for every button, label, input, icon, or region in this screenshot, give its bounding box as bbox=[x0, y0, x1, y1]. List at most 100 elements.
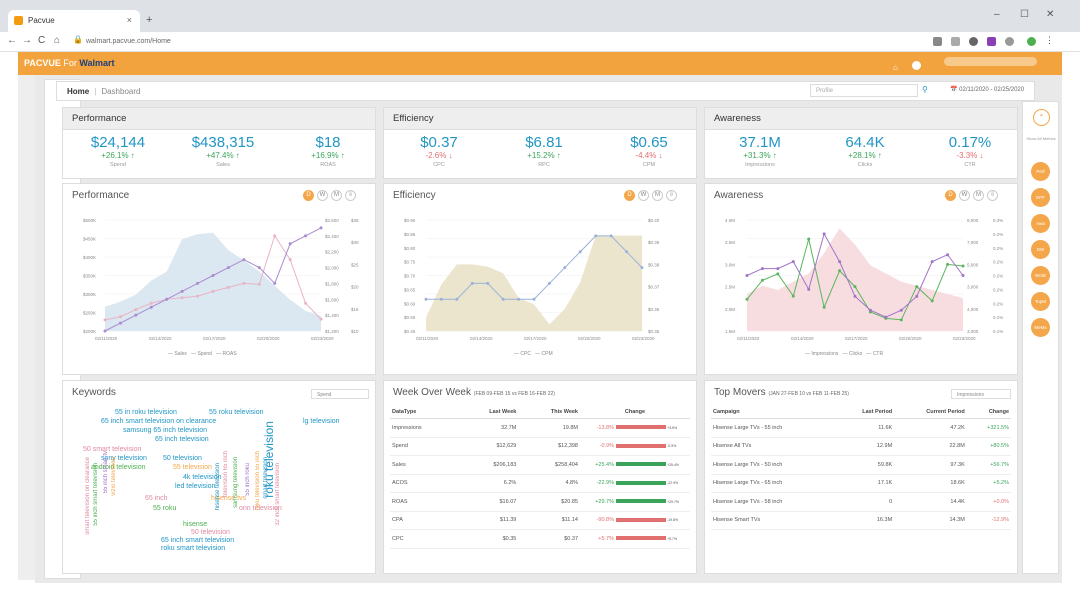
movers-metric-select[interactable]: Impressions bbox=[951, 389, 1011, 399]
forward-icon[interactable]: → bbox=[22, 35, 32, 46]
settings-icon[interactable] bbox=[1005, 37, 1014, 46]
day-button[interactable]: D bbox=[303, 190, 314, 201]
key-icon[interactable] bbox=[933, 37, 942, 46]
y3-tick-label: $25 bbox=[351, 262, 359, 267]
keyword-item[interactable]: 55 inch roku bbox=[245, 463, 251, 496]
keyword-item[interactable]: 50 smart television bbox=[83, 446, 142, 453]
keyword-item[interactable]: android television bbox=[91, 464, 146, 471]
breadcrumb-home[interactable]: Home bbox=[67, 87, 90, 96]
granularity-toggle[interactable]: D W M ⇩ bbox=[945, 190, 998, 201]
back-icon[interactable]: ← bbox=[7, 35, 17, 46]
mover-last: 12.9M bbox=[836, 437, 895, 456]
wow-last: $0.35 bbox=[456, 529, 519, 549]
mover-row[interactable]: Hisense Large TVs - 65 inch 17.1K 18.6K +5.… bbox=[711, 474, 1011, 493]
point-ctr bbox=[868, 308, 872, 312]
mover-row[interactable]: Hisense All TVs 12.9M 22.8M +80.5% bbox=[711, 437, 1011, 456]
reload-icon[interactable]: C bbox=[38, 35, 46, 46]
keyword-item[interactable]: hisense tvs bbox=[211, 495, 247, 502]
minimize-icon[interactable]: – bbox=[994, 9, 1000, 20]
point-spend bbox=[118, 315, 122, 319]
extension-icon[interactable] bbox=[969, 37, 978, 46]
date-range-picker[interactable]: 📅 02/11/2020 - 02/25/2020 bbox=[950, 87, 1025, 93]
metric-shortcut-button[interactable]: DW bbox=[1031, 240, 1050, 259]
home-icon[interactable]: ⌂ bbox=[54, 35, 61, 46]
filter-icon[interactable]: ⚲ bbox=[922, 85, 928, 94]
keyword-item[interactable]: 65 inch smart television on clearance bbox=[101, 418, 217, 425]
keyword-item[interactable]: 4k television bbox=[183, 474, 222, 481]
keyword-item[interactable]: 50 television bbox=[163, 455, 202, 462]
keyword-item[interactable]: hisense television bbox=[215, 463, 221, 511]
mover-row[interactable]: Hisense Large TVs - 50 inch 59.8K 97.3K +56… bbox=[711, 455, 1011, 475]
month-button[interactable]: M bbox=[652, 190, 663, 201]
profile-avatar[interactable] bbox=[1027, 37, 1036, 46]
mover-row[interactable]: Hisense Large TVs - 55 inch 11.6K 47.2K +32… bbox=[711, 418, 1011, 438]
keyword-item[interactable]: samsung television bbox=[233, 457, 239, 509]
top-movers-card: Top Movers (JAN 27-FEB 10 vs FEB 11-FEB … bbox=[704, 380, 1018, 574]
day-button[interactable]: D bbox=[624, 190, 635, 201]
browser-tab[interactable]: Pacvue × bbox=[8, 10, 140, 32]
keywords-metric-select[interactable]: Spend bbox=[311, 389, 369, 399]
close-window-icon[interactable]: ✕ bbox=[1046, 9, 1055, 20]
keyword-item[interactable]: 32 inch smart television bbox=[275, 463, 281, 526]
granularity-toggle[interactable]: D W M ⇩ bbox=[624, 190, 677, 201]
keyword-item[interactable]: television 65 inch bbox=[223, 451, 229, 498]
keyword-item[interactable]: 55 roku television bbox=[209, 409, 264, 416]
keyword-item[interactable]: onn television bbox=[239, 505, 282, 512]
profile-filter[interactable]: Profile bbox=[810, 84, 918, 97]
keyword-item[interactable]: sony television bbox=[101, 455, 147, 462]
keyword-item[interactable]: 65 inch bbox=[145, 495, 168, 502]
extension-icon-2[interactable] bbox=[987, 37, 996, 46]
keyword-item[interactable]: roku television 55 inch bbox=[255, 451, 261, 511]
metric-shortcut-button[interactable]: MeMs bbox=[1031, 318, 1050, 337]
star-icon[interactable] bbox=[951, 37, 960, 46]
month-button[interactable]: M bbox=[973, 190, 984, 201]
new-tab-button[interactable]: + bbox=[146, 14, 153, 26]
collapse-up-icon[interactable]: ⌃ bbox=[1033, 109, 1050, 126]
menu-icon[interactable]: ⋮ bbox=[1045, 35, 1054, 45]
day-button[interactable]: D bbox=[945, 190, 956, 201]
maximize-icon[interactable]: ☐ bbox=[1020, 9, 1029, 20]
download-icon[interactable]: ⇩ bbox=[987, 190, 998, 201]
kpi-roas: $18 +16.9% ↑ ROAS bbox=[311, 134, 345, 168]
keyword-item[interactable]: smart television on clearance bbox=[85, 457, 91, 535]
keyword-item[interactable]: samsung 65 inch television bbox=[123, 427, 208, 434]
close-tab-icon[interactable]: × bbox=[126, 15, 132, 25]
metric-shortcut-button[interactable]: EFF bbox=[1031, 188, 1050, 207]
keyword-item[interactable]: lg television bbox=[303, 418, 340, 425]
week-button[interactable]: W bbox=[959, 190, 970, 201]
granularity-toggle[interactable]: D W M ⇩ bbox=[303, 190, 356, 201]
keyword-item[interactable]: 55 television bbox=[173, 464, 212, 471]
keyword-item[interactable]: vizio television bbox=[111, 457, 117, 496]
metric-shortcut-button[interactable]: TopM bbox=[1031, 292, 1050, 311]
keyword-item[interactable]: 55 roku bbox=[153, 505, 177, 512]
wow-row: ACOS 6.2% 4.8% -22.9% -22.9% bbox=[390, 474, 690, 493]
download-icon[interactable]: ⇩ bbox=[345, 190, 356, 201]
user-menu[interactable] bbox=[944, 57, 1037, 66]
week-button[interactable]: W bbox=[317, 190, 328, 201]
metric-shortcut-button[interactable]: WoW bbox=[1031, 266, 1050, 285]
week-button[interactable]: W bbox=[638, 190, 649, 201]
keyword-item[interactable]: 65 inch television bbox=[155, 436, 209, 443]
keyword-item[interactable]: smart television bbox=[263, 457, 269, 499]
metric-shortcut-button[interactable]: Awa bbox=[1031, 214, 1050, 233]
col-header: Current Period bbox=[894, 406, 967, 419]
mover-row[interactable]: Hisense Large TVs - 58 inch 0 14.4K +0.0% bbox=[711, 492, 1011, 512]
metric-shortcut-button[interactable]: Perf bbox=[1031, 162, 1050, 181]
help-icon[interactable] bbox=[912, 61, 922, 70]
keyword-item[interactable]: 55 in roku television bbox=[115, 409, 177, 416]
app-logo[interactable]: PACVUE For Walmart bbox=[24, 58, 115, 68]
month-button[interactable]: M bbox=[331, 190, 342, 201]
y3-tick-label: 0.2% bbox=[993, 287, 1003, 292]
mover-row[interactable]: Hisense Smart TVs 16.3M 14.3M -12.9% bbox=[711, 511, 1011, 530]
keyword-item[interactable]: 55 inch smart television bbox=[93, 463, 99, 526]
url-field[interactable]: walmart.pacvue.com/Home bbox=[86, 38, 171, 45]
keyword-item[interactable]: 50 television bbox=[191, 529, 230, 536]
keyword-item[interactable]: 65 inch smart television bbox=[161, 537, 235, 544]
keyword-item[interactable]: hisense bbox=[183, 521, 208, 528]
keyword-item[interactable]: led television bbox=[175, 483, 216, 490]
bell-icon[interactable]: ⌂ bbox=[893, 63, 898, 72]
keyword-item[interactable]: roku smart television bbox=[161, 545, 226, 552]
download-icon[interactable]: ⇩ bbox=[666, 190, 677, 201]
point-clicks bbox=[915, 285, 919, 289]
keyword-item[interactable]: 55 inch smart tv bbox=[103, 451, 109, 494]
